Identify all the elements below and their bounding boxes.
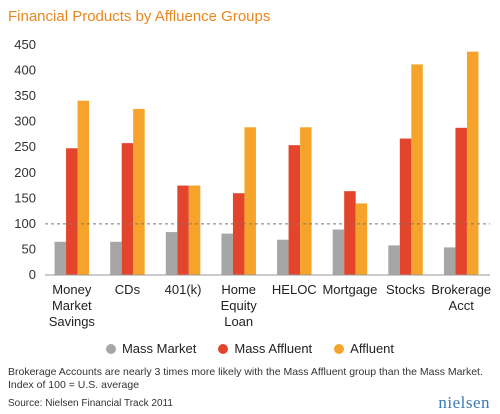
- bar-affluent: [133, 108, 145, 275]
- legend-swatch: [334, 343, 345, 354]
- bar-mass-market: [443, 247, 456, 275]
- bar-mass-market: [388, 245, 400, 275]
- x-tick-label: Mortgage: [322, 282, 377, 297]
- x-tick-label: HELOC: [272, 282, 317, 297]
- x-tick-label: Home Equity Loan: [221, 282, 258, 329]
- x-tick-label: CDs: [115, 282, 141, 297]
- bar-affluent: [188, 185, 201, 275]
- x-tick-label: 401(k): [165, 282, 202, 297]
- nielsen-logo: nielsen: [438, 393, 490, 412]
- chart-legend: Mass Market Mass Affluent Affluent: [0, 341, 500, 356]
- bar-chart: 0 50 100 150 200 250 300 350 400 450 Money Market Sa…: [14, 37, 491, 329]
- y-tick-label: 250: [14, 139, 36, 154]
- legend-label: Mass Market: [121, 341, 197, 356]
- y-tick-label: 100: [14, 216, 36, 231]
- bar-affluent: [300, 127, 312, 276]
- y-tick-label: 50: [22, 241, 36, 256]
- legend-item: Affluent: [334, 341, 394, 356]
- bar-affluent: [411, 64, 423, 275]
- y-tick-label: 400: [14, 63, 36, 78]
- bar-mass-affluent: [232, 193, 245, 275]
- bar-affluent: [244, 127, 256, 276]
- source-text: Source: Nielsen Financial Track 2011: [8, 398, 173, 409]
- x-tick-label: Money Market Savings: [49, 282, 96, 329]
- chart-title: Financial Products by Affluence Groups: [8, 8, 271, 25]
- bar-mass-market: [332, 229, 345, 275]
- bar-mass-affluent: [344, 191, 356, 275]
- bar-mass-affluent: [121, 143, 134, 275]
- bar-affluent: [77, 100, 90, 275]
- legend-item: Mass Market: [105, 341, 197, 356]
- bar-mass-market: [54, 241, 67, 275]
- y-tick-label: 450: [14, 37, 36, 52]
- x-tick-label: Stocks: [386, 282, 426, 297]
- legend-item: Mass Affluent: [218, 341, 312, 356]
- y-tick-label: 0: [29, 267, 36, 282]
- bar-affluent: [466, 51, 479, 276]
- y-tick-label: 300: [14, 114, 36, 129]
- bar-mass-affluent: [455, 127, 467, 275]
- bar-mass-market: [277, 239, 289, 275]
- y-tick-label: 150: [14, 190, 36, 205]
- bar-mass-affluent: [177, 185, 189, 275]
- legend-label: Mass Affluent: [234, 341, 313, 356]
- bar-mass-affluent: [66, 148, 78, 275]
- bar-mass-market: [165, 232, 178, 275]
- bar-mass-market: [110, 241, 122, 275]
- y-tick-label: 200: [14, 165, 36, 180]
- legend-swatch: [218, 343, 229, 354]
- y-tick-label: 350: [14, 88, 36, 103]
- chart-note: Brokerage Accounts are nearly 3 times mo…: [8, 366, 483, 391]
- legend-swatch: [105, 343, 116, 354]
- bar-mass-affluent: [399, 138, 412, 275]
- bar-mass-market: [221, 233, 233, 275]
- legend-label: Affluent: [350, 341, 395, 356]
- x-tick-label: Brokerage Acct: [431, 282, 491, 313]
- bar-affluent: [355, 203, 368, 275]
- bar-mass-affluent: [288, 145, 301, 275]
